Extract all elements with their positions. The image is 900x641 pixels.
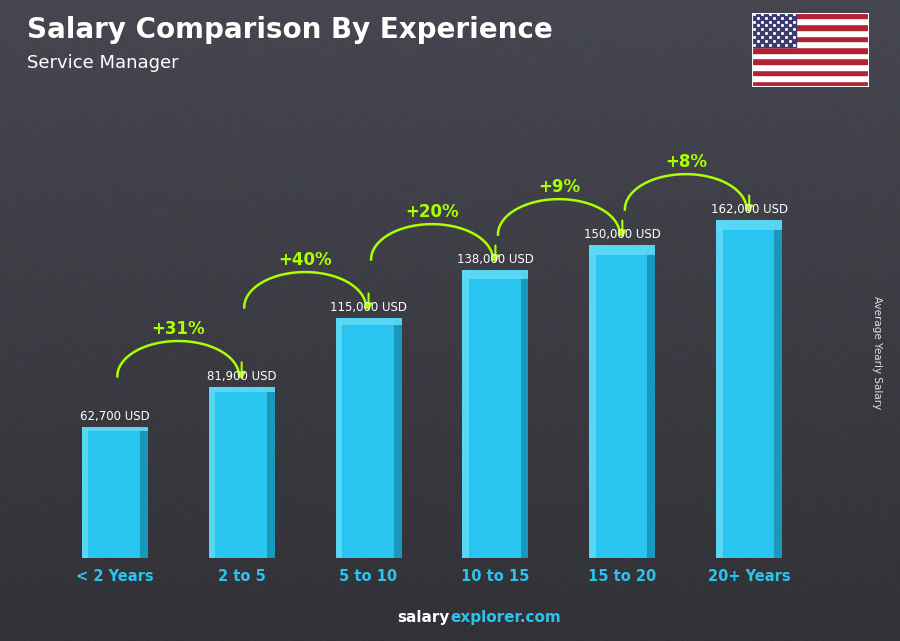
Bar <box>647 245 655 558</box>
Text: 81,900 USD: 81,900 USD <box>207 370 276 383</box>
Bar <box>752 47 868 53</box>
Bar <box>752 75 868 81</box>
Bar <box>82 427 148 431</box>
Text: salary: salary <box>398 610 450 625</box>
Text: Salary Comparison By Experience: Salary Comparison By Experience <box>27 16 553 44</box>
Bar <box>752 13 868 19</box>
Bar <box>774 220 782 558</box>
Bar <box>590 245 655 254</box>
Bar <box>209 387 215 558</box>
Bar <box>752 58 868 64</box>
Bar <box>82 427 148 558</box>
Bar <box>463 271 469 558</box>
Bar <box>463 270 528 279</box>
Bar <box>752 41 868 47</box>
Bar <box>590 245 596 558</box>
Bar <box>752 19 868 24</box>
Bar <box>140 427 148 558</box>
Text: +9%: +9% <box>538 178 580 196</box>
Bar <box>752 53 868 58</box>
Bar <box>752 30 868 35</box>
Bar <box>752 13 796 47</box>
Bar <box>716 220 782 558</box>
Bar <box>716 220 782 230</box>
Bar <box>716 220 723 558</box>
Text: Service Manager: Service Manager <box>27 54 178 72</box>
Bar <box>520 271 528 558</box>
Text: explorer.com: explorer.com <box>450 610 561 625</box>
Bar <box>336 318 401 325</box>
Text: 162,000 USD: 162,000 USD <box>711 203 788 216</box>
Bar <box>266 387 274 558</box>
Text: Average Yearly Salary: Average Yearly Salary <box>872 296 883 409</box>
Bar <box>336 318 401 558</box>
Bar <box>752 24 868 30</box>
Bar <box>752 81 868 87</box>
Bar <box>752 35 868 41</box>
Bar <box>463 271 528 558</box>
Text: +31%: +31% <box>151 320 205 338</box>
Bar <box>590 245 655 558</box>
Bar <box>752 69 868 75</box>
Bar <box>82 427 88 558</box>
Text: +40%: +40% <box>278 251 332 269</box>
Bar <box>752 64 868 69</box>
Text: +8%: +8% <box>665 153 706 171</box>
Text: +20%: +20% <box>405 203 459 221</box>
Text: 62,700 USD: 62,700 USD <box>80 410 149 423</box>
Bar <box>336 318 342 558</box>
Bar <box>209 387 274 558</box>
Text: 115,000 USD: 115,000 USD <box>330 301 407 314</box>
Text: 138,000 USD: 138,000 USD <box>457 253 534 266</box>
Text: 150,000 USD: 150,000 USD <box>584 228 661 241</box>
Bar <box>209 387 274 392</box>
Bar <box>393 318 401 558</box>
